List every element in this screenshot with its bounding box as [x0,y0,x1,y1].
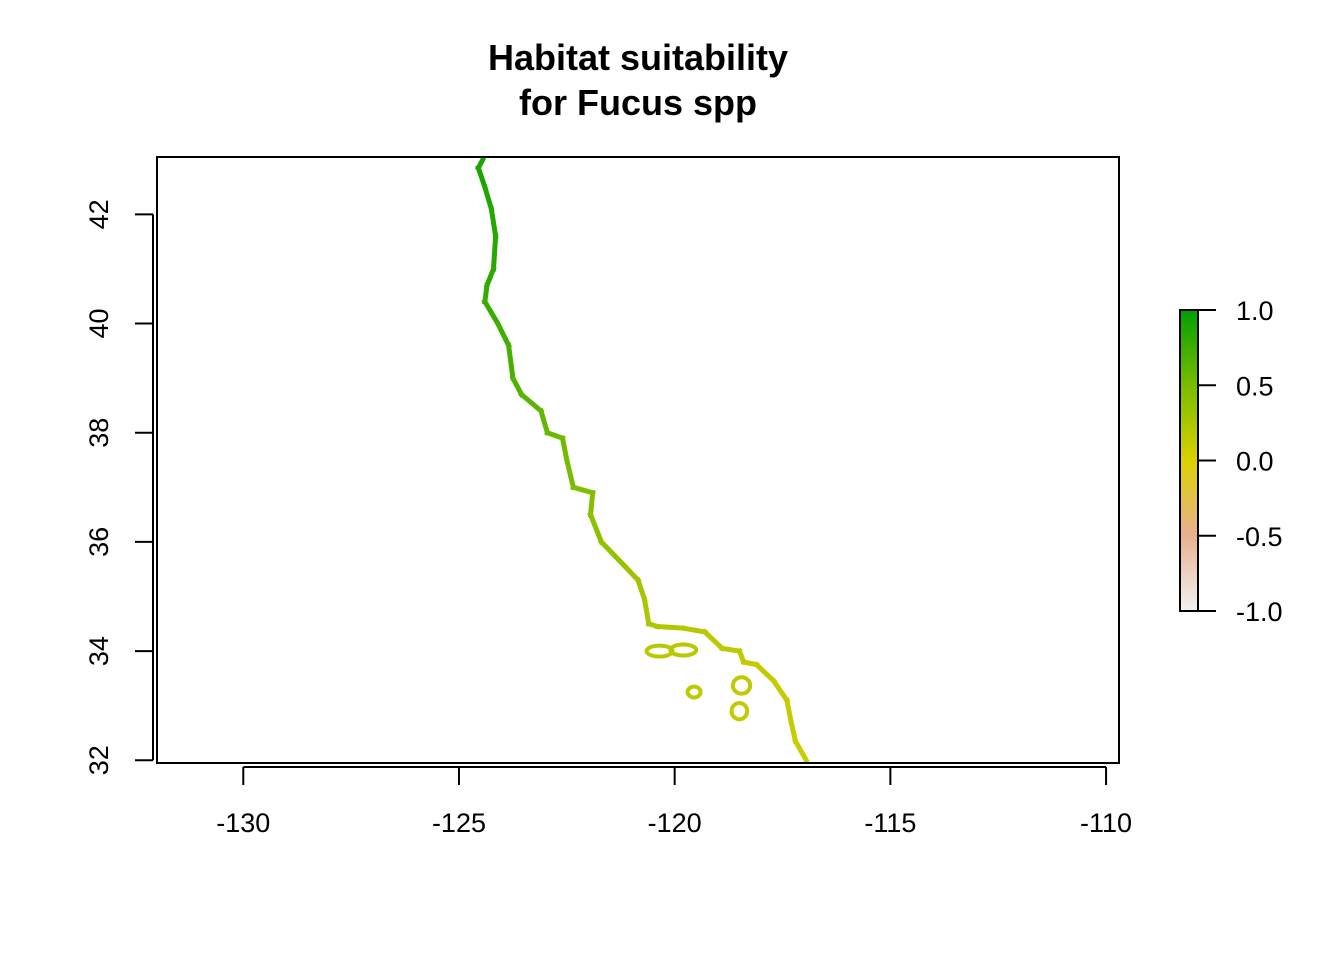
coastline-segment [490,233,499,272]
coastline-segment [537,407,551,436]
x-tick-label: -130 [216,808,270,838]
island-outline [685,684,703,700]
coastline-segment [701,628,726,652]
legend-tick-label: 1.0 [1236,296,1274,326]
island-outline [668,642,699,658]
legend-tick-label: -0.5 [1236,522,1283,552]
color-legend: 1.0 0.5 0.0 -0.5 -1.0 [1179,296,1283,627]
coastline-segment [753,661,778,685]
coastline-segment [494,320,512,349]
x-tick-label: -120 [648,808,702,838]
coastline-segment [770,677,791,704]
y-tick-label: 32 [84,745,114,775]
y-tick-label: 38 [84,418,114,448]
y-tick-label: 42 [84,199,114,229]
coastline-segment [518,390,545,415]
coastline-segment [481,298,502,327]
coastline-segment [559,435,570,463]
coastline-segment [597,538,629,570]
x-tick-label: -125 [432,808,486,838]
x-tick-label: -110 [1080,808,1132,838]
coastline-segment [481,183,495,212]
y-tick-label: 34 [84,636,114,666]
coastline-segment [654,623,686,631]
map-title-line-1: Habitat suitability [488,37,788,78]
island-outline [730,675,753,696]
y-tick-label: 36 [84,527,114,557]
coastline-segment [483,265,497,289]
x-tick-label: -115 [864,808,916,838]
plot-frame [156,156,1120,764]
legend-tick-label: 0.0 [1236,447,1274,477]
coastline-segment [509,374,525,398]
coastline-segment [488,206,499,240]
coastline-segment [783,697,795,725]
y-tick-label: 40 [84,308,114,338]
legend-tick-label: -1.0 [1236,597,1283,627]
coastline-segment [680,625,708,635]
coastline-segment [475,164,489,191]
coastline-segment [792,737,810,764]
coastline-segment [634,576,648,603]
map-title-line-2: for Fucus spp [519,82,757,123]
x-axis: -130 -125 -120 -115 -110 [216,766,1132,838]
legend-color-bar [1179,309,1199,612]
coastline-segment [587,511,605,546]
coastline-segment [719,645,743,654]
coastline-segment [641,596,652,627]
y-axis: 32 34 36 38 40 42 [84,199,154,775]
legend-tick-label: 0.5 [1236,371,1274,401]
island-outline [729,700,750,722]
coastline-segment [587,490,596,518]
coastline-segment [505,342,516,381]
coastline-segment [570,484,596,496]
coastline-segment [621,562,642,584]
coastline-segment [788,719,799,745]
coastline-segment [563,456,577,491]
suitability-coastline-layer [475,156,810,764]
